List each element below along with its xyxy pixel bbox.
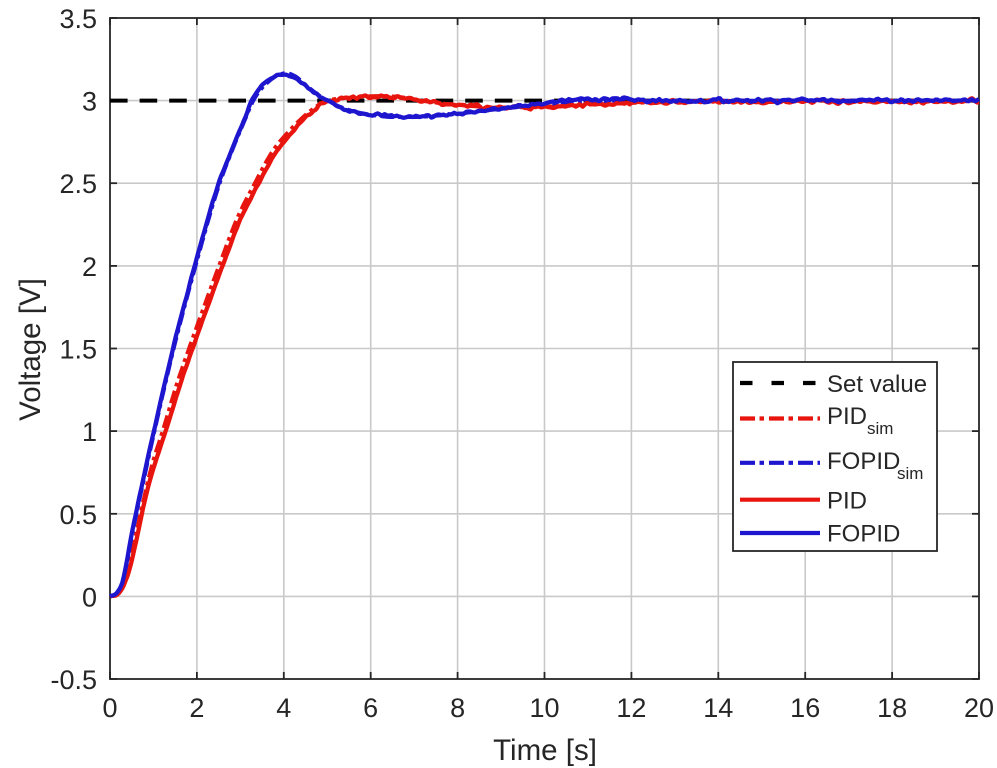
svg-text:1.5: 1.5: [59, 335, 97, 365]
svg-text:PID: PID: [827, 488, 867, 515]
svg-text:PID: PID: [827, 403, 867, 430]
svg-text:0: 0: [102, 693, 117, 723]
svg-text:sim: sim: [897, 464, 923, 483]
svg-text:Time [s]: Time [s]: [493, 734, 597, 767]
svg-text:2: 2: [189, 693, 204, 723]
svg-text:8: 8: [450, 693, 465, 723]
svg-text:14: 14: [703, 693, 733, 723]
svg-text:FOPID: FOPID: [827, 448, 900, 475]
svg-text:6: 6: [363, 693, 378, 723]
svg-text:FOPID: FOPID: [827, 521, 900, 548]
svg-text:10: 10: [529, 693, 559, 723]
svg-text:1: 1: [82, 417, 97, 447]
svg-text:Voltage [V]: Voltage [V]: [14, 278, 47, 421]
svg-text:4: 4: [276, 693, 291, 723]
svg-text:3: 3: [82, 87, 97, 117]
svg-text:Set value: Set value: [827, 371, 927, 398]
svg-text:16: 16: [790, 693, 820, 723]
svg-text:0: 0: [82, 582, 97, 612]
svg-text:2: 2: [82, 252, 97, 282]
svg-text:18: 18: [877, 693, 907, 723]
svg-text:3.5: 3.5: [59, 4, 97, 34]
svg-text:sim: sim: [867, 419, 893, 438]
svg-text:2.5: 2.5: [59, 169, 97, 199]
svg-text:12: 12: [616, 693, 646, 723]
svg-text:0.5: 0.5: [59, 500, 97, 530]
svg-text:20: 20: [964, 693, 994, 723]
svg-text:-0.5: -0.5: [50, 665, 97, 695]
